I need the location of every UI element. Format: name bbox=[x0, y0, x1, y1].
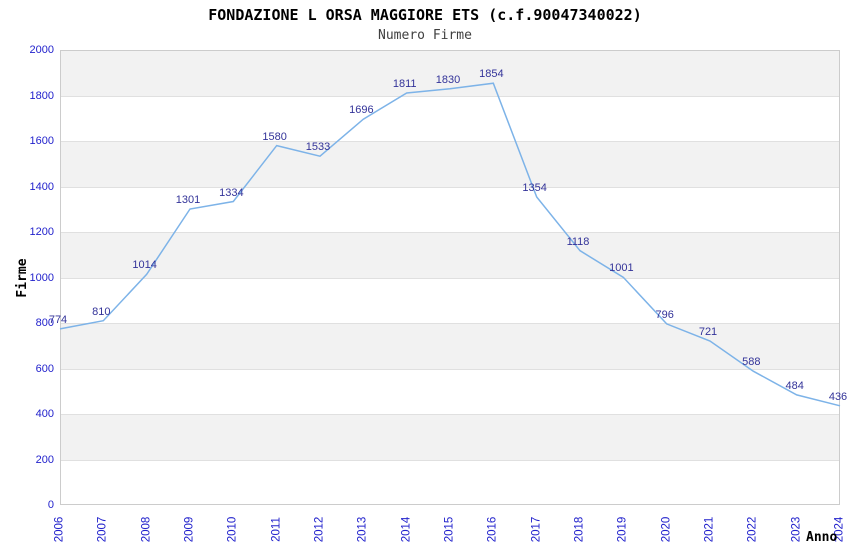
y-tick-label: 200 bbox=[35, 453, 54, 466]
data-point-label: 774 bbox=[48, 313, 68, 326]
grid-band bbox=[60, 368, 840, 414]
x-tick-label: 2012 bbox=[313, 516, 326, 543]
grid-band bbox=[60, 232, 840, 278]
x-tick-label: 2014 bbox=[400, 516, 413, 543]
y-tick-label: 400 bbox=[35, 408, 54, 420]
data-point-label: 1854 bbox=[479, 68, 504, 81]
x-tick-label: 2008 bbox=[140, 516, 153, 543]
x-tick-label: 2017 bbox=[530, 516, 543, 543]
data-point-label: 588 bbox=[742, 356, 761, 369]
data-point-label: 1696 bbox=[349, 104, 374, 117]
data-point-label: 1354 bbox=[522, 181, 547, 194]
x-tick-label: 2020 bbox=[660, 516, 673, 543]
data-point-label: 796 bbox=[655, 308, 674, 321]
grid-band bbox=[60, 459, 840, 505]
x-tick-label: 2009 bbox=[183, 516, 196, 543]
data-point-label: 721 bbox=[698, 325, 718, 338]
data-point-label: 1830 bbox=[435, 73, 461, 86]
y-tick-label: 1400 bbox=[29, 180, 54, 193]
data-point-label: 1014 bbox=[132, 259, 157, 272]
x-tick-label: 2019 bbox=[616, 516, 629, 543]
gridline bbox=[60, 414, 840, 415]
data-point-label: 436 bbox=[828, 390, 848, 403]
x-tick-label: 2018 bbox=[573, 516, 586, 543]
data-point-label: 810 bbox=[92, 305, 111, 318]
gridline bbox=[60, 186, 840, 188]
x-tick-label: 2013 bbox=[356, 516, 369, 543]
grid-band bbox=[60, 414, 840, 460]
gridline bbox=[60, 277, 840, 279]
line-path bbox=[59, 82, 841, 407]
data-point-label: 1533 bbox=[305, 141, 331, 154]
gridline bbox=[60, 232, 840, 233]
x-tick-label: 2022 bbox=[746, 516, 759, 543]
chart-subtitle: Numero Firme bbox=[378, 28, 472, 43]
data-point-label: 1334 bbox=[219, 186, 244, 199]
gridline bbox=[60, 368, 840, 370]
grid-band bbox=[60, 277, 840, 323]
x-tick-label: 2011 bbox=[270, 517, 283, 542]
gridline bbox=[60, 95, 840, 97]
x-tick-label: 2016 bbox=[486, 516, 499, 543]
plot-area: 774 810 1014 1301 1334 1580 1533 1696 1811 1830 18… bbox=[49, 50, 847, 505]
grid-band bbox=[60, 95, 840, 141]
chart-title: FONDAZIONE L ORSA MAGGIORE ETS (c.f.9004… bbox=[208, 6, 642, 24]
data-point-label: 1811 bbox=[392, 77, 417, 90]
x-tick-label: 2010 bbox=[226, 516, 239, 543]
x-axis-title: Anno bbox=[806, 530, 838, 545]
y-tick-label: 1200 bbox=[29, 226, 54, 238]
grid-band bbox=[60, 141, 840, 187]
grid-band bbox=[60, 323, 840, 369]
y-axis-title: Firme bbox=[15, 258, 30, 298]
x-tick-label: 2006 bbox=[53, 516, 66, 543]
x-tick-label: 2007 bbox=[96, 516, 109, 543]
y-tick-label: 1800 bbox=[29, 89, 54, 102]
y-tick-label: 1600 bbox=[29, 135, 54, 147]
gridline bbox=[60, 141, 840, 142]
data-point-label: 1001 bbox=[609, 262, 634, 275]
y-tick-label: 600 bbox=[35, 362, 54, 375]
x-tick-label: 2023 bbox=[790, 516, 803, 543]
data-point-label: 1301 bbox=[175, 194, 201, 207]
y-tick-label: 1000 bbox=[29, 271, 54, 284]
gridline bbox=[60, 323, 840, 324]
y-tick-label: 2000 bbox=[29, 44, 54, 56]
data-line bbox=[59, 82, 841, 407]
gridline bbox=[60, 459, 840, 461]
x-tick-label: 2021 bbox=[703, 516, 716, 543]
data-point-label: 1580 bbox=[262, 130, 287, 143]
x-tick-label: 2015 bbox=[443, 516, 456, 543]
y-tick-label: 0 bbox=[47, 499, 54, 511]
y-tick-label: 800 bbox=[35, 317, 54, 329]
data-point-label: 484 bbox=[785, 379, 804, 392]
grid-band bbox=[60, 50, 840, 96]
data-point-label: 1118 bbox=[566, 235, 590, 248]
